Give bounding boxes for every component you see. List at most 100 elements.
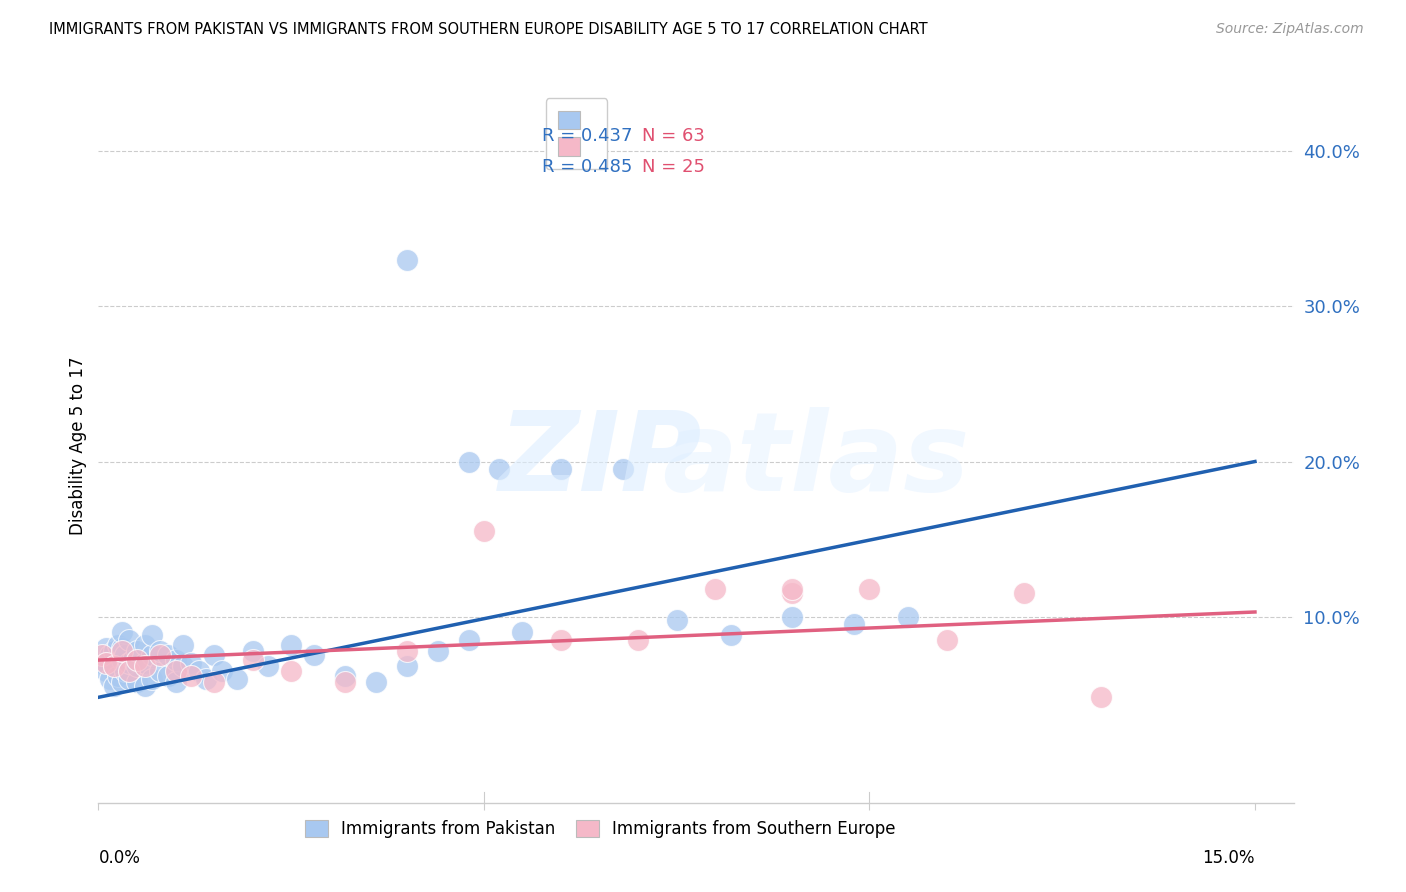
Point [457,454,479,468]
Point [665,613,688,627]
Point [242,644,264,658]
Point [333,668,356,682]
Point [156,668,179,682]
Point [333,674,356,689]
Point [550,632,572,647]
Point [91,656,114,670]
Text: ZIP: ZIP [499,407,702,514]
Point [187,664,209,678]
Point [125,644,148,658]
Point [110,674,132,689]
Point [149,648,172,663]
Point [257,659,280,673]
Text: Source: ZipAtlas.com: Source: ZipAtlas.com [1216,22,1364,37]
Point [395,644,418,658]
Point [842,617,865,632]
Point [172,659,194,673]
Point [110,625,132,640]
Text: atlas: atlas [662,407,969,514]
Point [1012,586,1035,600]
Point [118,664,141,678]
Point [165,674,187,689]
Point [122,653,145,667]
Point [125,674,148,689]
Point [782,582,804,596]
Point [110,644,132,658]
Point [118,632,141,647]
Point [172,638,194,652]
Point [114,648,136,663]
Point [156,648,179,663]
Point [858,582,880,596]
Point [94,664,117,678]
Point [107,668,129,682]
Point [125,653,148,667]
Point [226,672,249,686]
Text: R = 0.437: R = 0.437 [541,127,633,145]
Point [426,644,449,658]
Point [280,664,302,678]
Point [627,632,650,647]
Point [141,628,163,642]
Y-axis label: Disability Age 5 to 17: Disability Age 5 to 17 [69,357,87,535]
Point [134,656,156,670]
Point [457,632,479,647]
Point [103,659,125,673]
Point [935,632,957,647]
Point [180,656,202,670]
Point [110,640,132,655]
Point [149,664,172,678]
Point [550,462,572,476]
Point [94,640,117,655]
Point [141,672,163,686]
Point [612,462,634,476]
Point [103,644,125,658]
Point [165,664,187,678]
Point [107,638,129,652]
Point [103,659,125,673]
Point [512,625,534,640]
Text: N = 25: N = 25 [641,158,704,177]
Point [782,586,804,600]
Point [472,524,495,539]
Legend: Immigrants from Pakistan, Immigrants from Southern Europe: Immigrants from Pakistan, Immigrants fro… [298,813,903,845]
Point [782,609,804,624]
Point [134,659,156,673]
Point [103,680,125,694]
Point [118,672,141,686]
Point [202,674,225,689]
Point [165,653,187,667]
Point [395,659,418,673]
Point [134,638,156,652]
Point [202,648,225,663]
Point [98,648,121,663]
Text: IMMIGRANTS FROM PAKISTAN VS IMMIGRANTS FROM SOUTHERN EUROPE DISABILITY AGE 5 TO : IMMIGRANTS FROM PAKISTAN VS IMMIGRANTS F… [49,22,928,37]
Text: R = 0.485: R = 0.485 [541,158,633,177]
Point [1090,690,1112,705]
Point [395,252,418,267]
Point [118,656,141,670]
Point [134,680,156,694]
Point [242,653,264,667]
Point [91,648,114,663]
Point [304,648,326,663]
Point [280,638,302,652]
Point [720,628,742,642]
Text: 15.0%: 15.0% [1202,849,1256,867]
Point [897,609,920,624]
Point [114,664,136,678]
Text: 0.0%: 0.0% [98,849,141,867]
Point [141,648,163,663]
Point [125,659,148,673]
Point [180,668,202,682]
Point [211,664,233,678]
Point [364,674,387,689]
Text: N = 63: N = 63 [641,127,704,145]
Point [98,672,121,686]
Point [149,644,172,658]
Point [94,656,117,670]
Point [110,653,132,667]
Point [704,582,727,596]
Point [195,672,218,686]
Point [488,462,510,476]
